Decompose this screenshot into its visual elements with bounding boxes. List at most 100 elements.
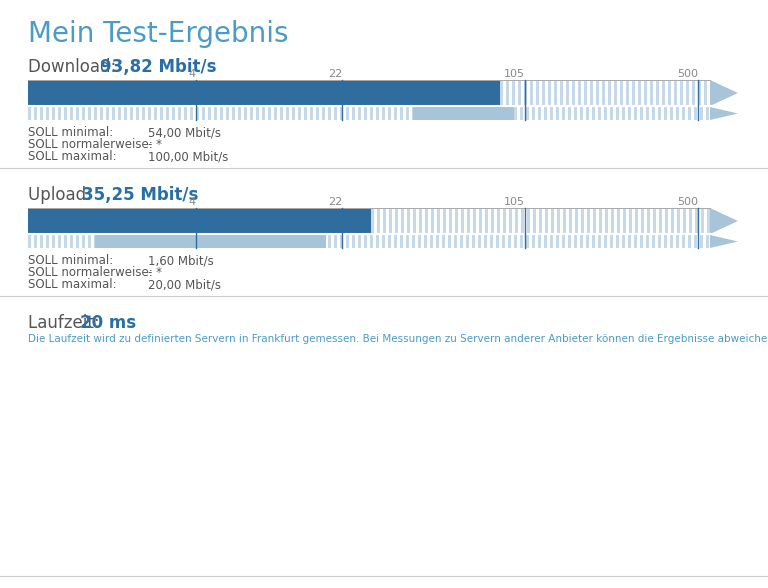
- Bar: [575, 208, 578, 234]
- Bar: [478, 235, 481, 248]
- Bar: [184, 235, 187, 248]
- Bar: [370, 235, 373, 248]
- Bar: [346, 107, 349, 120]
- Bar: [124, 235, 127, 248]
- Bar: [286, 235, 289, 248]
- Bar: [704, 80, 707, 106]
- Bar: [268, 235, 271, 248]
- Text: SOLL maximal:: SOLL maximal:: [28, 150, 117, 163]
- Bar: [262, 235, 265, 248]
- Bar: [250, 235, 253, 248]
- Bar: [467, 208, 470, 234]
- Bar: [520, 107, 523, 120]
- Bar: [382, 235, 385, 248]
- Bar: [525, 80, 528, 106]
- Bar: [226, 107, 229, 120]
- Bar: [598, 107, 601, 120]
- Bar: [274, 235, 277, 248]
- Bar: [556, 107, 559, 120]
- Bar: [506, 80, 509, 106]
- Bar: [88, 107, 91, 120]
- Bar: [538, 107, 541, 120]
- Bar: [665, 208, 668, 234]
- Bar: [166, 235, 169, 248]
- Bar: [490, 107, 493, 120]
- Bar: [448, 235, 451, 248]
- Bar: [220, 107, 223, 120]
- Bar: [454, 107, 457, 120]
- Bar: [572, 80, 575, 106]
- Bar: [605, 208, 608, 234]
- Bar: [622, 107, 625, 120]
- Bar: [580, 235, 583, 248]
- Bar: [551, 208, 554, 234]
- Bar: [544, 235, 547, 248]
- Bar: [586, 107, 589, 120]
- Bar: [544, 107, 547, 120]
- Bar: [668, 80, 671, 106]
- Bar: [641, 208, 644, 234]
- Bar: [322, 107, 325, 120]
- Bar: [112, 235, 115, 248]
- Bar: [664, 235, 667, 248]
- Bar: [28, 107, 31, 120]
- Bar: [586, 235, 589, 248]
- Bar: [430, 235, 433, 248]
- Bar: [554, 80, 558, 106]
- Text: 500: 500: [677, 69, 698, 79]
- Text: 22: 22: [328, 197, 342, 207]
- Bar: [694, 235, 697, 248]
- Polygon shape: [710, 208, 738, 234]
- Bar: [442, 235, 445, 248]
- Bar: [413, 208, 416, 234]
- Polygon shape: [710, 235, 738, 248]
- Bar: [358, 235, 361, 248]
- Bar: [472, 235, 475, 248]
- Bar: [635, 208, 638, 234]
- Bar: [142, 107, 145, 120]
- Bar: [548, 80, 551, 106]
- Bar: [531, 80, 533, 106]
- Bar: [401, 208, 404, 234]
- Bar: [88, 235, 91, 248]
- Bar: [196, 235, 199, 248]
- Bar: [588, 208, 591, 234]
- Bar: [304, 107, 307, 120]
- Bar: [545, 208, 548, 234]
- Bar: [520, 235, 523, 248]
- Bar: [694, 107, 697, 120]
- Bar: [396, 208, 399, 234]
- Bar: [425, 208, 429, 234]
- Bar: [100, 235, 103, 248]
- Bar: [627, 80, 629, 106]
- Bar: [407, 208, 410, 234]
- Bar: [628, 107, 631, 120]
- Bar: [298, 235, 301, 248]
- Bar: [184, 107, 187, 120]
- Bar: [496, 235, 499, 248]
- Bar: [616, 235, 619, 248]
- Bar: [644, 80, 647, 106]
- Bar: [518, 80, 521, 106]
- Bar: [539, 208, 542, 234]
- Bar: [611, 208, 614, 234]
- Bar: [500, 80, 503, 106]
- Bar: [674, 80, 677, 106]
- Bar: [136, 107, 139, 120]
- Bar: [604, 107, 607, 120]
- Bar: [431, 208, 434, 234]
- Bar: [322, 235, 325, 248]
- Bar: [593, 208, 596, 234]
- Bar: [614, 80, 617, 106]
- Bar: [274, 107, 277, 120]
- Bar: [682, 235, 685, 248]
- Bar: [584, 80, 588, 106]
- Bar: [310, 107, 313, 120]
- Bar: [58, 235, 61, 248]
- Text: 500: 500: [677, 197, 698, 207]
- Bar: [52, 235, 55, 248]
- Bar: [64, 235, 67, 248]
- Bar: [244, 107, 247, 120]
- Bar: [256, 107, 259, 120]
- Bar: [58, 107, 61, 120]
